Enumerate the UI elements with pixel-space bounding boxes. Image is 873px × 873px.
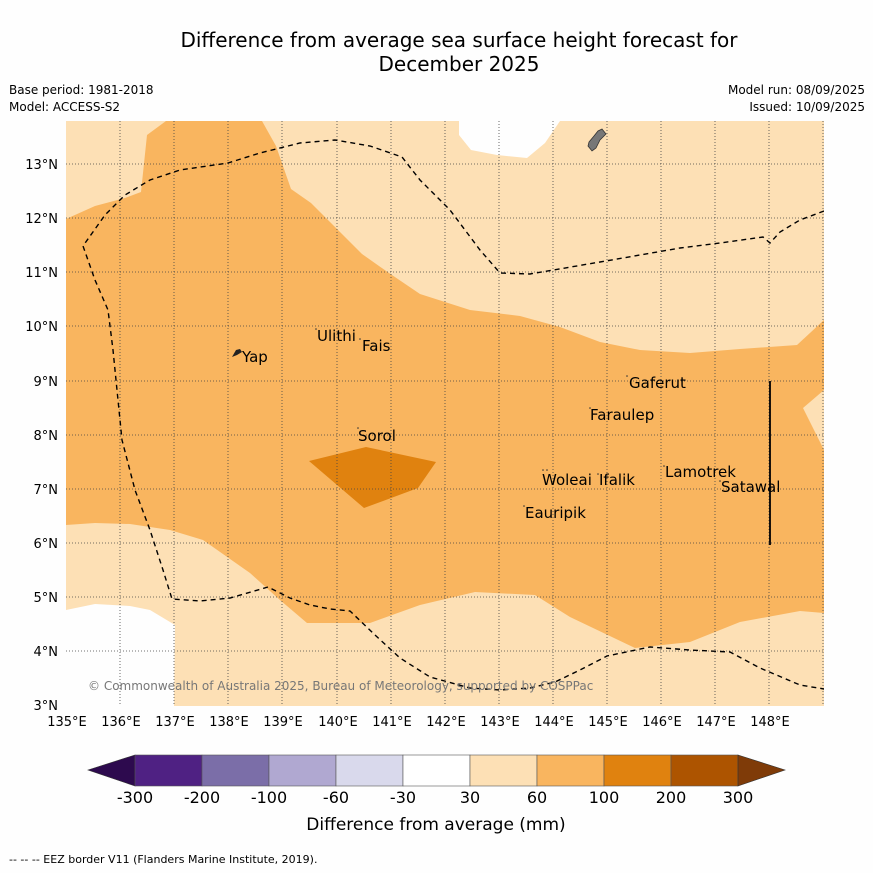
map-title: Difference from average sea surface heig…: [0, 28, 873, 76]
map-plot-area: Yap Ulithi Fais Gaferut Faraulep Sorol L…: [66, 121, 824, 706]
lon-label: 148°E: [750, 715, 790, 730]
colorbar: -300 -200 -100 -60 -30 30 60 100 200 300…: [87, 754, 786, 835]
title-line-2: December 2025: [378, 52, 540, 76]
colorbar-box: [402, 754, 471, 787]
lon-label: 141°E: [372, 715, 412, 730]
lon-label: 145°E: [588, 715, 628, 730]
footnote: -- -- -- EEZ border V11 (Flanders Marine…: [9, 853, 318, 866]
colorbar-box: [603, 754, 672, 787]
lon-label: 146°E: [642, 715, 682, 730]
lon-label: 147°E: [696, 715, 736, 730]
neutral-region-southwest: [66, 604, 175, 706]
colorbar-tick: -30: [390, 788, 416, 807]
lon-label: 140°E: [318, 715, 358, 730]
colorbar-box: [335, 754, 404, 787]
colorbar-box: [536, 754, 605, 787]
label-ifalik: Ifalik: [599, 471, 635, 489]
latitude-labels: 13°N 12°N 11°N 10°N 9°N 8°N 7°N 6°N 5°N …: [25, 158, 58, 714]
label-eauripik: Eauripik: [525, 504, 586, 522]
lon-label: 144°E: [534, 715, 574, 730]
island-labels: Yap Ulithi Fais Gaferut Faraulep Sorol L…: [241, 327, 780, 522]
yap-landmass: [232, 349, 242, 357]
label-gaferut: Gaferut: [629, 374, 686, 392]
lat-label: 5°N: [34, 591, 59, 606]
label-lamotrek: Lamotrek: [665, 463, 736, 481]
lon-label: 136°E: [101, 715, 141, 730]
colorbar-tick: 60: [527, 788, 547, 807]
gridlines: [66, 121, 824, 706]
lon-label: 137°E: [155, 715, 195, 730]
label-woleai: Woleai: [542, 471, 592, 489]
lon-label: 139°E: [263, 715, 303, 730]
colorbar-box: [670, 754, 739, 787]
model-run: Model run: 08/09/2025: [727, 83, 865, 97]
label-ulithi: Ulithi: [317, 327, 356, 345]
colorbar-box: [268, 754, 337, 787]
lat-label: 10°N: [25, 320, 58, 335]
colorbar-tick: -200: [184, 788, 220, 807]
colorbar-over-arrow: [737, 754, 786, 787]
band-60-100: [66, 121, 824, 648]
lat-label: 7°N: [34, 483, 59, 498]
colorbar-tick: 200: [656, 788, 687, 807]
colorbar-box: [201, 754, 270, 787]
colorbar-boxes: [134, 754, 739, 787]
colorbar-tick: -60: [323, 788, 349, 807]
base-period: Base period: 1981-2018: [9, 83, 154, 97]
model-name: Model: ACCESS-S2: [9, 100, 121, 114]
lat-label: 8°N: [34, 429, 59, 444]
lat-label: 6°N: [34, 537, 59, 552]
lon-label: 142°E: [426, 715, 466, 730]
lat-label: 3°N: [34, 699, 59, 714]
colorbar-tick: 30: [460, 788, 480, 807]
guam-landmass: [587, 128, 607, 152]
lat-label: 4°N: [34, 645, 59, 660]
neutral-region-north: [459, 121, 560, 158]
lat-label: 9°N: [34, 375, 59, 390]
meta-left: Base period: 1981-2018 Model: ACCESS-S2: [9, 82, 154, 116]
lon-label: 135°E: [47, 715, 87, 730]
eez-border: [82, 139, 824, 691]
label-sorol: Sorol: [358, 427, 396, 445]
lat-label: 12°N: [25, 212, 58, 227]
atoll-markers: [315, 328, 721, 507]
lat-label: 13°N: [25, 158, 58, 173]
colorbar-tick: 100: [589, 788, 620, 807]
colorbar-tick: -100: [251, 788, 287, 807]
colorbar-box: [134, 754, 203, 787]
lon-label: 138°E: [209, 715, 249, 730]
issued-date: Issued: 10/09/2025: [749, 100, 865, 114]
band-100-200: [309, 447, 436, 508]
colorbar-tick: -300: [117, 788, 153, 807]
longitude-labels: 135°E 136°E 137°E 138°E 139°E 140°E 141°…: [47, 715, 790, 730]
meta-right: Model run: 08/09/2025 Issued: 10/09/2025: [728, 82, 865, 116]
label-faraulep: Faraulep: [590, 406, 654, 424]
copyright-notice: © Commonwealth of Australia 2025, Bureau…: [88, 679, 593, 693]
colorbar-tick: 300: [723, 788, 754, 807]
colorbar-label: Difference from average (mm): [306, 815, 565, 835]
colorbar-box: [469, 754, 538, 787]
title-line-1: Difference from average sea surface heig…: [180, 28, 738, 52]
lat-label: 11°N: [25, 266, 58, 281]
colorbar-ticks: -300 -200 -100 -60 -30 30 60 100 200 300: [117, 788, 753, 807]
label-satawal: Satawal: [721, 478, 780, 496]
label-yap: Yap: [241, 348, 268, 366]
label-fais: Fais: [362, 337, 391, 355]
lon-label: 143°E: [480, 715, 520, 730]
colorbar-under-arrow: [87, 754, 136, 787]
